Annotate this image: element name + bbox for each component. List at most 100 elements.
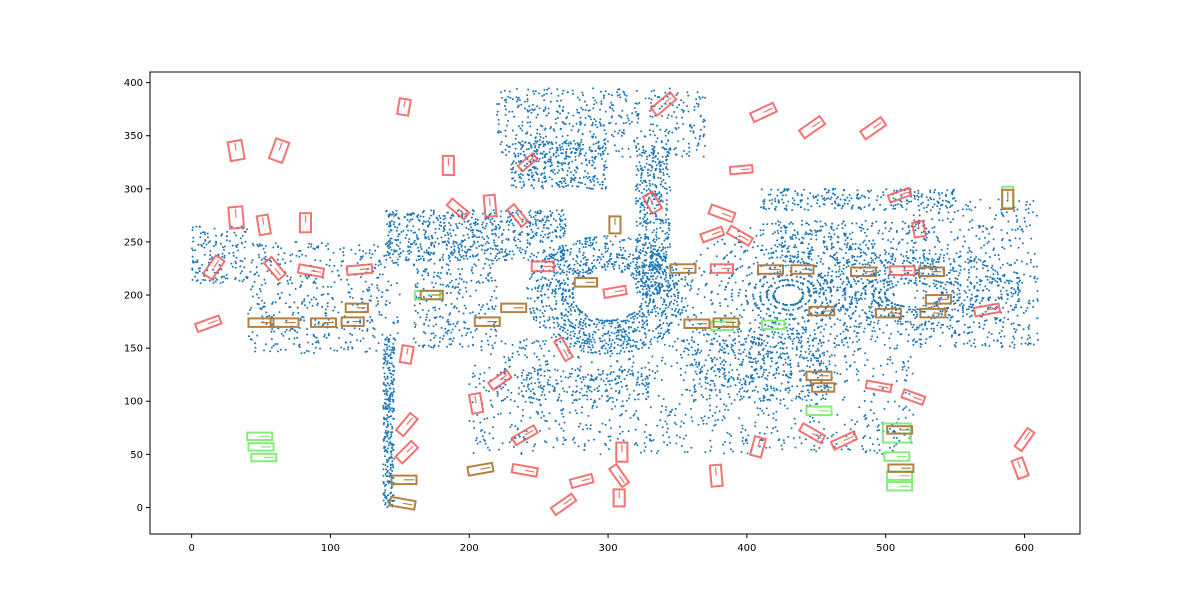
lidar-point [597, 141, 600, 144]
lidar-point [975, 298, 978, 301]
lidar-point [627, 255, 630, 258]
lidar-point [584, 240, 587, 243]
lidar-point [883, 285, 886, 288]
lidar-point [502, 255, 505, 258]
lidar-point [571, 322, 574, 325]
lidar-point [939, 253, 942, 256]
lidar-point [890, 332, 893, 335]
lidar-point [752, 297, 755, 300]
lidar-point [935, 287, 938, 290]
lidar-point [937, 313, 940, 316]
lidar-point [837, 270, 840, 273]
lidar-point [548, 257, 551, 260]
lidar-point [768, 267, 771, 270]
lidar-point [790, 221, 793, 224]
lidar-point [818, 273, 821, 276]
lidar-point [860, 322, 863, 325]
lidar-point [498, 227, 501, 230]
lidar-point [561, 254, 564, 257]
lidar-point [649, 109, 651, 112]
lidar-point [626, 319, 629, 322]
lidar-point [910, 310, 913, 313]
lidar-point [536, 279, 539, 282]
lidar-point [499, 215, 502, 218]
lidar-point [863, 259, 866, 262]
lidar-point [636, 187, 639, 190]
lidar-point [454, 234, 457, 237]
lidar-point [781, 246, 784, 248]
lidar-point [400, 231, 403, 233]
lidar-point [442, 230, 445, 233]
lidar-point [536, 167, 539, 170]
lidar-point [649, 246, 652, 249]
lidar-point [639, 278, 642, 281]
lidar-point [888, 337, 891, 340]
lidar-point [432, 209, 435, 212]
lidar-point [491, 217, 494, 220]
lidar-point [915, 283, 918, 286]
lidar-point [541, 230, 544, 233]
lidar-point [659, 290, 661, 293]
lidar-point [767, 252, 770, 255]
lidar-point [593, 118, 596, 121]
lidar-point [445, 247, 448, 250]
lidar-point [574, 327, 577, 330]
lidar-point [778, 274, 781, 277]
lidar-point [603, 149, 606, 152]
lidar-point [786, 278, 789, 281]
lidar-point [642, 247, 645, 250]
lidar-point [666, 168, 669, 171]
lidar-point [594, 99, 597, 102]
lidar-point [528, 242, 531, 245]
lidar-point [970, 293, 973, 296]
lidar-point [911, 249, 914, 252]
lidar-point [553, 295, 556, 298]
lidar-point [872, 315, 875, 318]
lidar-point [576, 262, 579, 265]
lidar-point [561, 271, 564, 273]
lidar-point [700, 311, 703, 314]
lidar-point [652, 239, 655, 242]
lidar-point [668, 243, 671, 246]
lidar-point [649, 184, 651, 187]
lidar-point [553, 168, 556, 171]
lidar-point [531, 273, 533, 276]
lidar-point [607, 330, 610, 333]
lidar-point [656, 306, 659, 309]
lidar-point [818, 205, 821, 208]
lidar-point [548, 141, 551, 144]
lidar-point [651, 156, 654, 159]
lidar-point [476, 218, 479, 221]
lidar-point [395, 209, 398, 212]
lidar-point [652, 123, 655, 126]
lidar-point [604, 143, 607, 146]
lidar-point [1000, 296, 1003, 299]
lidar-point [586, 258, 589, 261]
lidar-point [750, 272, 753, 275]
lidar-point [460, 241, 463, 244]
lidar-point [652, 130, 655, 133]
lidar-point [609, 240, 612, 243]
lidar-point [666, 330, 669, 333]
lidar-point [533, 271, 536, 274]
lidar-point [427, 253, 430, 255]
lidar-point [666, 293, 669, 295]
lidar-point [538, 133, 541, 136]
lidar-point [762, 317, 765, 320]
lidar-point [975, 267, 978, 270]
lidar-point [632, 254, 635, 256]
lidar-point [489, 252, 492, 255]
lidar-point [855, 259, 858, 262]
lidar-point [906, 311, 909, 314]
lidar-point [440, 225, 443, 227]
lidar-point [399, 241, 402, 244]
lidar-point [646, 247, 649, 250]
lidar-point [833, 342, 836, 344]
lidar-point [642, 315, 645, 318]
lidar-point [651, 231, 654, 234]
lidar-point [646, 172, 649, 174]
lidar-point [535, 150, 538, 153]
lidar-point [636, 224, 639, 227]
lidar-point [906, 320, 909, 323]
lidar-point [599, 90, 602, 93]
